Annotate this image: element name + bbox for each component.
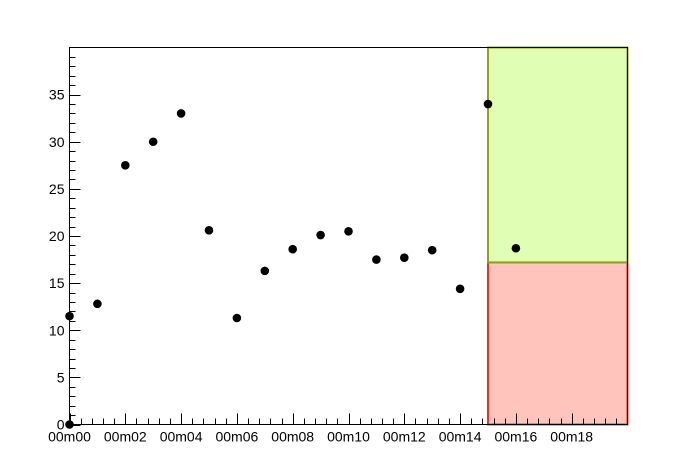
threshold-bands [487, 46, 629, 426]
y-tick-label: 15 [49, 275, 65, 291]
data-point [372, 255, 381, 264]
y-tick-label: 35 [49, 87, 65, 103]
x-tick-label: 00m00 [48, 429, 91, 445]
y-tick-label: 5 [57, 369, 65, 385]
y-tick-label: 0 [57, 417, 65, 433]
data-point [400, 253, 409, 262]
x-tick-label: 00m14 [439, 429, 482, 445]
y-axis: 0 5 10 15 20 25 30 35 [49, 57, 81, 433]
data-point [121, 161, 130, 170]
data-point [316, 230, 325, 240]
data-point [427, 245, 437, 255]
y-tick-label: 25 [49, 181, 65, 197]
data-point [204, 226, 214, 235]
y-tick-label: 10 [49, 322, 65, 338]
x-tick-label: 00m18 [550, 429, 593, 445]
y-tick-label: 30 [49, 134, 65, 150]
data-point [260, 266, 270, 276]
x-tick-label: 00m10 [327, 429, 370, 445]
data-point [511, 243, 521, 253]
x-axis: 00m00 00m02 00m04 00m06 00m08 00m10 00m12 00m14… [48, 413, 617, 445]
data-points [65, 99, 521, 429]
x-tick-label: 00m02 [104, 429, 147, 445]
x-tick-label: 00m12 [383, 429, 426, 445]
x-tick-label: 00m08 [271, 429, 314, 445]
data-point [344, 226, 353, 236]
data-point [455, 284, 465, 294]
data-point [483, 99, 493, 109]
x-tick-label: 00m06 [215, 429, 258, 445]
band-1 [487, 46, 629, 264]
data-point [232, 313, 242, 323]
y-tick-label: 20 [49, 228, 65, 244]
data-point [93, 299, 102, 309]
data-point [148, 137, 158, 147]
x-tick-label: 00m16 [494, 429, 537, 445]
x-tick-label: 00m04 [160, 429, 203, 445]
data-point [288, 244, 298, 254]
data-point [176, 109, 186, 118]
band-0 [487, 261, 629, 426]
